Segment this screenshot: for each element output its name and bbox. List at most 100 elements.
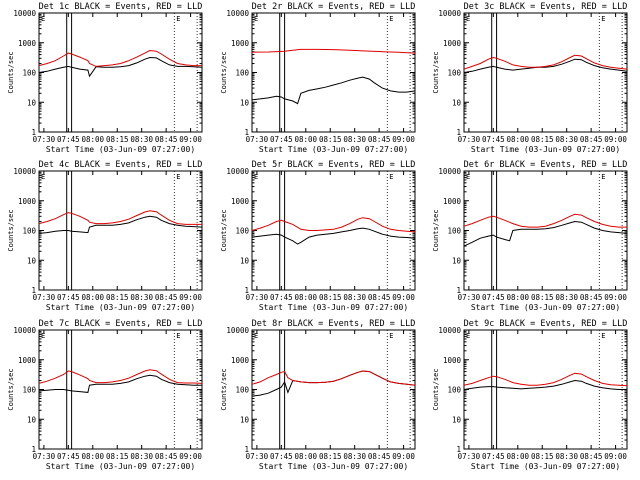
panel-9: Det 9c BLACK = Events, RED = LLD 1 10 100 10… xyxy=(432,319,628,471)
x-tick-label: 08:00 xyxy=(507,452,530,461)
axes-frame xyxy=(251,170,416,291)
x-tick-label: 08:30 xyxy=(130,452,153,461)
y-tick-label: 10 xyxy=(240,415,250,424)
x-tick-label: 08:45 xyxy=(155,135,178,144)
corner-marker: E xyxy=(254,173,258,181)
y-tick-label: 100 xyxy=(235,386,249,395)
y-tick-label: 1 xyxy=(244,128,249,137)
x-tick-label: 07:45 xyxy=(57,293,80,302)
x-tick-label: 08:15 xyxy=(319,135,342,144)
x-tick-label: 08:45 xyxy=(368,452,391,461)
x-tick-label: 08:30 xyxy=(343,452,366,461)
y-tick-label: 10 xyxy=(452,98,462,107)
x-tick-label: 08:00 xyxy=(82,135,105,144)
y-axis-label: Counts/sec xyxy=(220,209,228,251)
panel-8: Det 8r BLACK = Events, RED = LLD 1 10 100 10… xyxy=(220,319,416,471)
lld-series xyxy=(251,48,416,54)
y-axis-label: Counts/sec xyxy=(432,368,440,410)
x-tick-label: 08:30 xyxy=(555,293,578,302)
axes-frame xyxy=(463,329,628,450)
x-tick-label: 07:30 xyxy=(33,452,56,461)
panel-6: Det 6r BLACK = Events, RED = LLD 1 10 100 10… xyxy=(432,160,628,312)
x-tick-label: 09:00 xyxy=(604,452,627,461)
y-tick-label: 10 xyxy=(240,98,250,107)
x-tick-label: 08:00 xyxy=(295,293,318,302)
x-tick-label: 08:30 xyxy=(130,293,153,302)
panel-title: Det 2r BLACK = Events, RED = LLD xyxy=(252,2,416,12)
x-axis-label: Start Time (03-Jun-09 07:27:00) xyxy=(259,303,408,312)
y-tick-label: 1 xyxy=(244,286,249,295)
corner-marker: E xyxy=(176,15,180,23)
y-tick-label: 1 xyxy=(31,128,36,137)
x-tick-label: 09:00 xyxy=(604,293,627,302)
x-tick-label: 07:30 xyxy=(33,135,56,144)
corner-marker: E xyxy=(176,332,180,340)
y-tick-label: 10000 xyxy=(13,326,36,335)
panel-7: Det 7c BLACK = Events, RED = LLD 1 10 100 10… xyxy=(7,319,203,471)
x-axis-label: Start Time (03-Jun-09 07:27:00) xyxy=(471,462,620,471)
x-tick-label: 07:30 xyxy=(33,293,56,302)
x-tick-label: 08:00 xyxy=(507,135,530,144)
x-tick-label: 08:30 xyxy=(555,452,578,461)
x-axis-label: Start Time (03-Jun-09 07:27:00) xyxy=(46,462,195,471)
x-tick-label: 08:00 xyxy=(295,135,318,144)
y-tick-label: 100 xyxy=(22,227,36,236)
x-tick-label: 08:15 xyxy=(531,452,554,461)
x-tick-label: 08:15 xyxy=(319,293,342,302)
corner-marker: E xyxy=(389,332,393,340)
lld-series xyxy=(251,217,416,233)
x-tick-label: 08:15 xyxy=(531,293,554,302)
y-axis-label: Counts/sec xyxy=(220,51,228,93)
y-tick-label: 1000 xyxy=(443,197,462,206)
corner-marker: E xyxy=(601,15,605,23)
corner-marker: E xyxy=(389,15,393,23)
y-tick-label: 1 xyxy=(31,445,36,454)
x-tick-label: 08:15 xyxy=(319,452,342,461)
panel-4: Det 4c BLACK = Events, RED = LLD 1 10 100 10… xyxy=(7,160,203,312)
corner-marker: E xyxy=(466,332,470,340)
y-tick-label: 10 xyxy=(27,98,37,107)
x-tick-label: 08:15 xyxy=(106,452,129,461)
lld-series xyxy=(38,210,202,225)
panel-2: Det 2r BLACK = Events, RED = LLD 1 10 100 10… xyxy=(220,2,416,154)
y-tick-label: 100 xyxy=(447,69,461,78)
corner-marker: E xyxy=(389,173,393,181)
y-axis-label: Counts/sec xyxy=(7,209,15,251)
y-tick-label: 1000 xyxy=(18,197,37,206)
panel-3: Det 3c BLACK = Events, RED = LLD 1 10 100 10… xyxy=(432,2,628,154)
corner-marker: E xyxy=(254,15,258,23)
x-axis-label: Start Time (03-Jun-09 07:27:00) xyxy=(259,462,408,471)
lld-series xyxy=(251,370,416,386)
panel-1: Det 1c BLACK = Events, RED = LLD 1 10 100 10… xyxy=(7,2,203,154)
y-tick-label: 1000 xyxy=(231,197,250,206)
x-tick-label: 08:30 xyxy=(343,293,366,302)
y-tick-label: 100 xyxy=(22,386,36,395)
y-tick-label: 1 xyxy=(456,445,461,454)
y-tick-label: 1 xyxy=(456,286,461,295)
corner-marker: E xyxy=(466,173,470,181)
x-tick-label: 07:45 xyxy=(57,452,80,461)
corner-marker: E xyxy=(466,15,470,23)
panel-title: Det 6r BLACK = Events, RED = LLD xyxy=(464,160,628,170)
x-tick-label: 08:00 xyxy=(507,293,530,302)
x-tick-label: 09:00 xyxy=(179,293,202,302)
x-axis-label: Start Time (03-Jun-09 07:27:00) xyxy=(471,303,620,312)
x-axis-label: Start Time (03-Jun-09 07:27:00) xyxy=(46,303,195,312)
x-tick-label: 07:45 xyxy=(57,135,80,144)
panel-title: Det 3c BLACK = Events, RED = LLD xyxy=(464,2,628,12)
y-axis-label: Counts/sec xyxy=(7,51,15,93)
x-tick-label: 08:30 xyxy=(130,135,153,144)
x-tick-label: 07:45 xyxy=(270,452,293,461)
y-tick-label: 100 xyxy=(447,386,461,395)
y-tick-label: 1 xyxy=(456,128,461,137)
panel-title: Det 8r BLACK = Events, RED = LLD xyxy=(252,319,416,329)
x-tick-label: 07:30 xyxy=(246,293,269,302)
y-tick-label: 10 xyxy=(240,256,250,265)
x-tick-label: 08:00 xyxy=(295,452,318,461)
x-axis-label: Start Time (03-Jun-09 07:27:00) xyxy=(259,145,408,154)
x-tick-label: 07:30 xyxy=(458,452,481,461)
events-series xyxy=(463,379,627,390)
lld-series xyxy=(463,54,628,70)
x-tick-label: 08:00 xyxy=(82,293,105,302)
corner-marker: E xyxy=(601,332,605,340)
